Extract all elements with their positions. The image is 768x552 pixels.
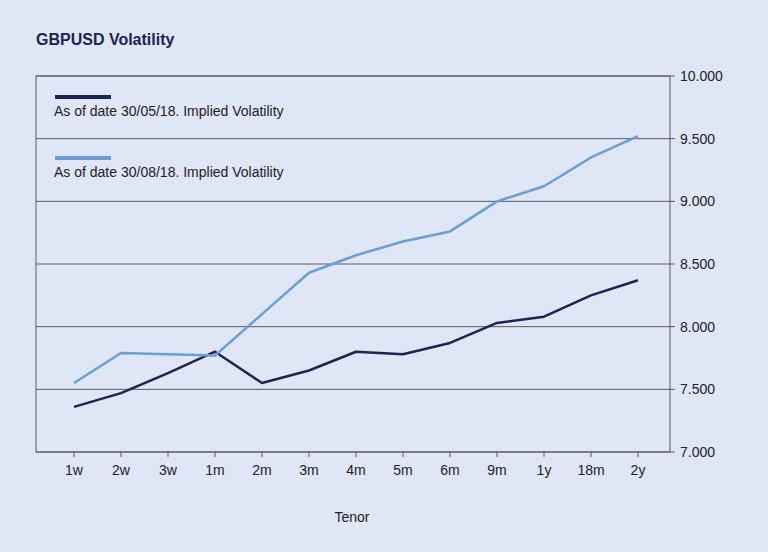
x-tick-label: 2m [252,462,271,478]
x-tick [168,452,169,457]
grid-line [36,326,670,327]
y-tick-label: 9.000 [680,193,715,209]
x-tick [262,452,263,457]
x-tick-label: 18m [577,462,604,478]
legend-swatch [55,156,111,160]
legend-label: As of date 30/05/18. Implied Volatility [54,103,284,119]
x-tick [497,452,498,457]
x-tick-label: 2w [112,462,131,478]
x-tick [74,452,75,457]
x-tick [121,452,122,457]
x-tick [403,452,404,457]
y-tick [670,138,675,139]
series-line [74,280,638,407]
x-axis-label: Tenor [334,509,369,525]
x-tick-label: 1y [537,462,552,478]
x-tick-label: 4m [346,462,365,478]
x-tick [215,452,216,457]
y-tick-label: 8.000 [680,319,715,335]
legend-label: As of date 30/08/18. Implied Volatility [54,164,284,180]
x-tick [356,452,357,457]
y-tick-label: 10.000 [680,68,723,84]
legend-swatch [55,95,111,99]
x-tick [450,452,451,457]
title: GBPUSD Volatility [36,31,174,48]
y-tick [670,201,675,202]
x-tick [591,452,592,457]
x-tick-label: 2y [631,462,646,478]
x-tick-label: 1w [65,462,84,478]
y-tick-label: 7.000 [680,444,715,460]
plot-frame [36,76,670,452]
x-tick [544,452,545,457]
y-tick [670,452,675,453]
y-tick [670,264,675,265]
x-tick [638,452,639,457]
y-tick-label: 8.500 [680,256,715,272]
background [0,0,768,552]
y-tick [670,76,675,77]
x-tick-label: 1m [205,462,224,478]
y-tick-label: 9.500 [680,131,715,147]
chart: GBPUSD Volatility 7.000 7.500 8.000 8.500 9.0… [0,0,768,552]
x-tick-label: 5m [393,462,412,478]
grid-line [36,201,670,202]
x-tick-label: 3w [159,462,178,478]
x-tick-label: 3m [299,462,318,478]
grid-line [36,264,670,265]
x-tick [309,452,310,457]
grid-line [36,138,670,139]
y-tick-label: 7.500 [680,381,715,397]
x-tick-label: 6m [440,462,459,478]
y-tick [670,389,675,390]
y-tick [670,326,675,327]
x-tick-label: 9m [487,462,506,478]
